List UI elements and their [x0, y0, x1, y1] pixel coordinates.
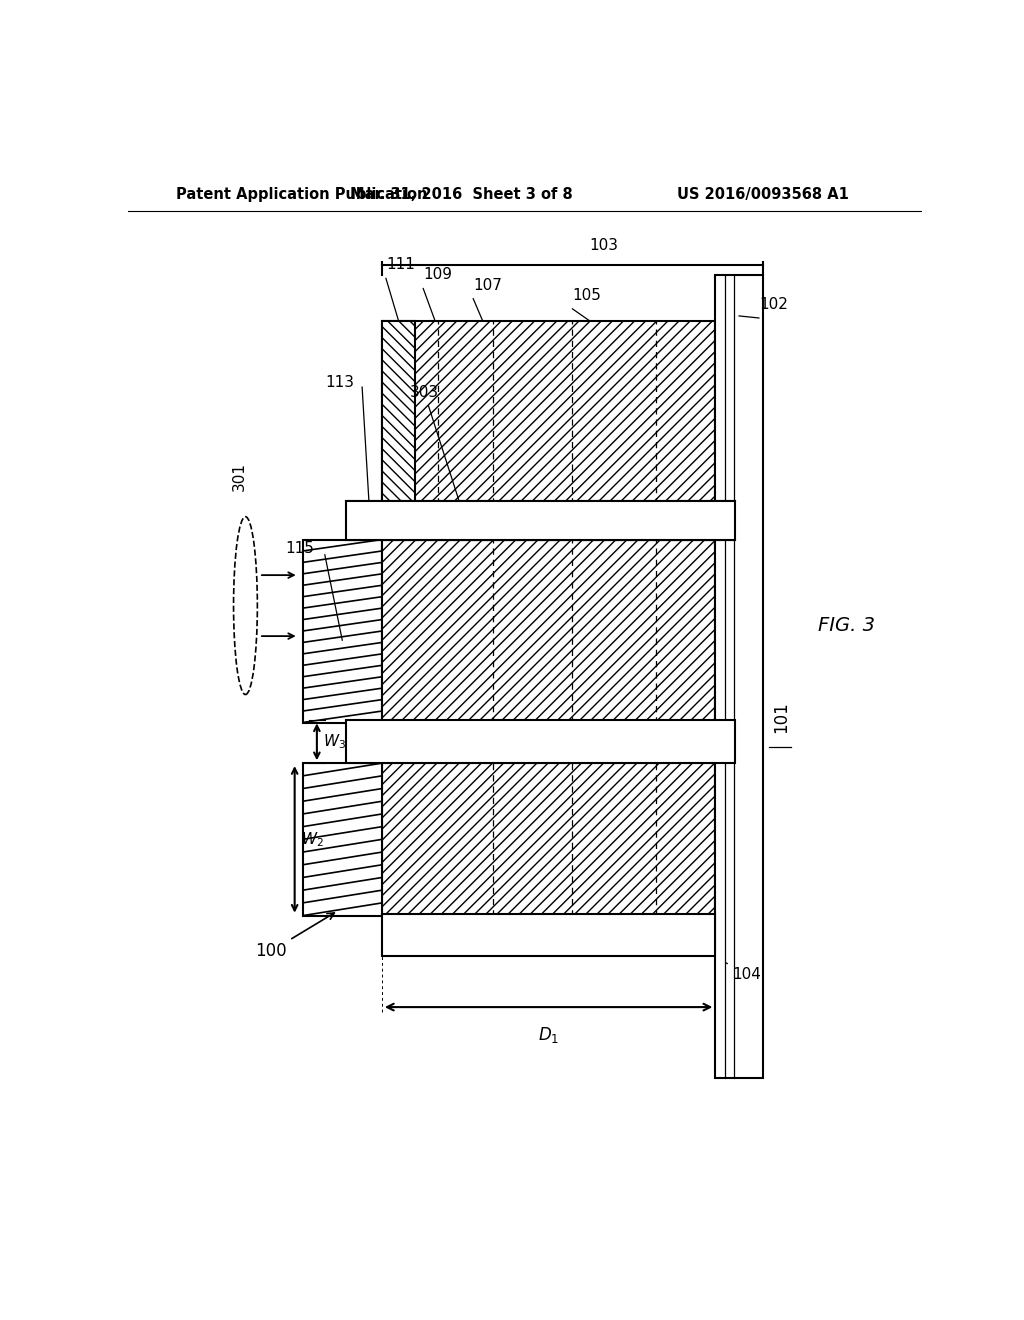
- Text: 103: 103: [590, 238, 618, 253]
- Text: 303: 303: [410, 385, 465, 516]
- Text: 113: 113: [326, 375, 354, 389]
- Text: 101: 101: [772, 701, 791, 733]
- Bar: [382, 913, 715, 956]
- Text: 105: 105: [572, 288, 601, 302]
- Text: 104: 104: [726, 962, 762, 982]
- Text: 115: 115: [286, 541, 314, 556]
- Bar: [303, 540, 382, 722]
- Bar: [303, 763, 382, 916]
- Text: FIG. 3: FIG. 3: [818, 616, 876, 635]
- Bar: [346, 721, 735, 763]
- Bar: [382, 763, 715, 916]
- Text: Mar. 31, 2016  Sheet 3 of 8: Mar. 31, 2016 Sheet 3 of 8: [350, 187, 572, 202]
- Text: 107: 107: [473, 277, 502, 293]
- Bar: [382, 321, 416, 504]
- Text: 100: 100: [255, 913, 334, 960]
- Text: $W_3$: $W_3$: [324, 733, 346, 751]
- Bar: [715, 276, 763, 1078]
- Text: 111: 111: [386, 257, 415, 272]
- Text: Patent Application Publication: Patent Application Publication: [176, 187, 427, 202]
- Bar: [346, 500, 735, 540]
- Text: 109: 109: [423, 268, 453, 282]
- Text: US 2016/0093568 A1: US 2016/0093568 A1: [677, 187, 849, 202]
- Text: $W_2$: $W_2$: [301, 830, 324, 849]
- Text: 102: 102: [759, 297, 787, 312]
- Bar: [382, 540, 715, 722]
- Text: $D_1$: $D_1$: [538, 1026, 559, 1045]
- Text: 301: 301: [231, 462, 247, 491]
- Bar: [382, 321, 715, 504]
- Bar: [382, 321, 416, 504]
